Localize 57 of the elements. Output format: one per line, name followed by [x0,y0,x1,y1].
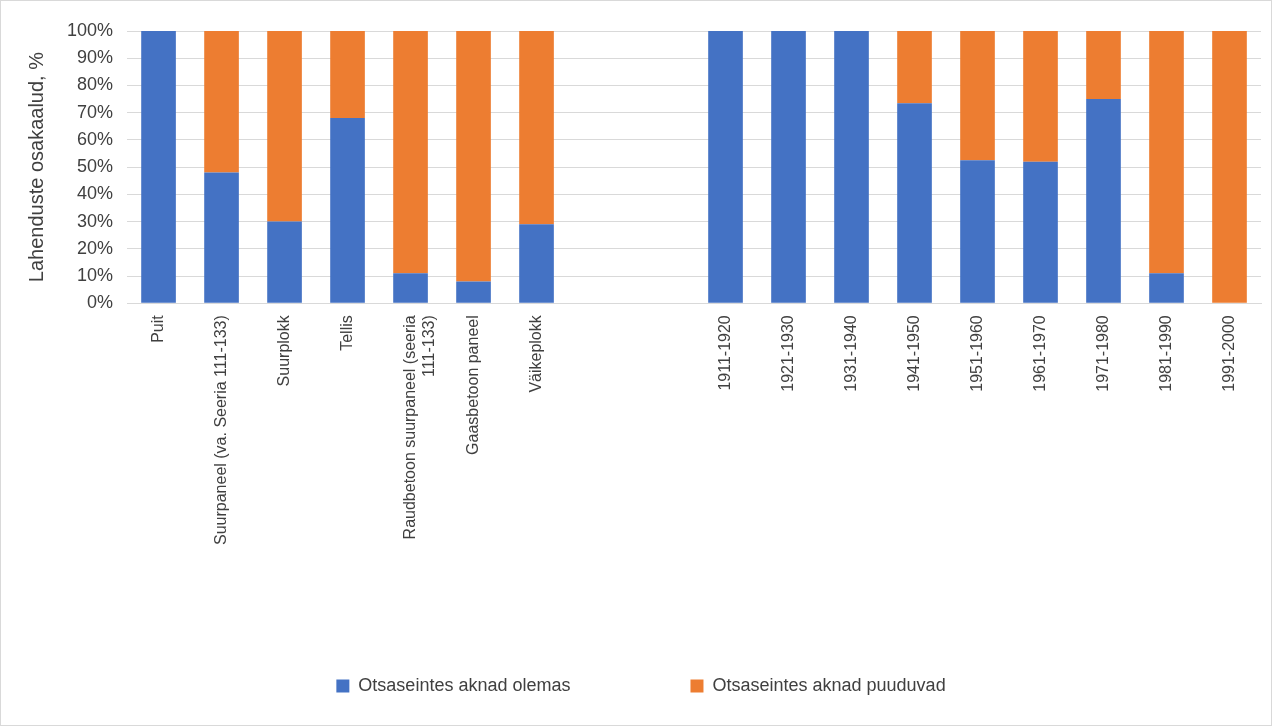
bar [393,31,428,274]
bar [393,273,428,303]
x-tick-label: 1951-1960 [967,315,985,392]
y-tick-label: 20% [77,237,114,258]
y-tick-label: 70% [77,101,114,122]
legend-label: Otsaseintes aknad puuduvad [712,674,946,695]
y-tick-label: 40% [77,183,114,204]
y-tick-label: 30% [77,210,114,231]
x-tick-label: Suurpaneel (va. Seeria 111-133) [211,315,229,546]
bar [330,118,365,303]
bar [771,31,806,303]
bar [204,172,239,303]
bar [204,31,239,173]
x-tick-label: Puit [148,314,166,343]
bar [897,31,932,104]
x-tick-label: 1911-1920 [715,315,733,391]
bar [1023,161,1058,303]
bar [267,31,302,222]
x-tick-label: 1991-2000 [1219,315,1237,392]
bar [960,160,995,303]
bar [834,31,869,303]
bar [1086,99,1121,303]
y-tick-label: 60% [77,128,114,149]
bar [267,221,302,303]
x-tick-label: Väikeplokk [526,314,544,393]
x-tick-label: 1941-1950 [904,315,922,392]
x-tick-label: Gaasbetoon paneel [463,315,481,455]
x-tick-label: 1921-1930 [778,315,796,392]
bar [960,31,995,161]
bar [141,31,176,303]
x-tick-label: 1971-1980 [1093,315,1111,392]
bar [1149,31,1184,274]
y-tick-label: 100% [66,19,114,40]
bar [1023,31,1058,162]
x-tick-label: Tellis [337,315,355,351]
y-tick-label: 0% [87,292,114,313]
bar [456,31,491,282]
y-tick-label: 90% [77,47,114,68]
bar [708,31,743,303]
bar [1086,31,1121,100]
x-tick-label: Raudbetoon suurpaneel (seeria 111-133) [400,315,438,540]
bar [519,31,554,225]
x-tick-label: Suurplokk [274,314,292,387]
y-tick-label: 50% [77,156,114,177]
bar [1212,31,1247,303]
bar [1149,273,1184,303]
y-tick-label: 80% [77,74,114,95]
bar [897,103,932,303]
y-axis-title: Lahenduste osakaalud, % [24,51,47,283]
bar [330,31,365,119]
bar [519,224,554,303]
y-tick-label: 10% [77,264,114,285]
x-tick-label: 1961-1970 [1030,315,1048,392]
bar [456,281,491,303]
x-tick-label: 1931-1940 [841,315,859,392]
legend-label: Otsaseintes aknad olemas [358,674,571,695]
x-tick-label: 1981-1990 [1156,315,1174,392]
